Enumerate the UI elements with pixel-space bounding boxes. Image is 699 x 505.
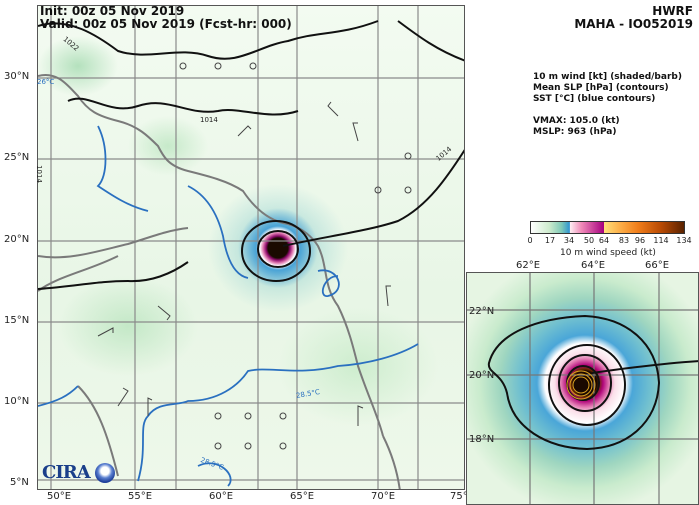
sst-contour-label: 26°C — [37, 78, 55, 86]
colorbar-tick: 83 — [618, 236, 630, 245]
lat-label: 20°N — [4, 234, 30, 245]
noaa-logo-icon — [95, 463, 115, 483]
wind-barbs — [97, 62, 412, 450]
colorbar-tick: 96 — [634, 236, 646, 245]
lon-label: 70°E — [371, 491, 396, 502]
colorbar-tick: 50 — [583, 236, 595, 245]
inset-lon-label: 66°E — [645, 260, 670, 271]
colorbar-tick: 0 — [527, 236, 533, 245]
inset-overlay — [467, 273, 698, 504]
inset-lat-label: 20°N — [469, 370, 495, 381]
inset-lon-label: 64°E — [581, 260, 606, 271]
storm-id: MAHA - IO052019 — [574, 17, 693, 31]
inset-lon-label: 62°E — [516, 260, 541, 271]
lat-label: 25°N — [4, 152, 30, 163]
legend-slp: Mean SLP [hPa] (contours) — [533, 83, 669, 93]
inset-lat-label: 22°N — [469, 306, 495, 317]
legend-wind: 10 m wind [kt] (shaded/barb) — [533, 72, 682, 82]
sst-contours — [38, 125, 419, 487]
lat-label: 10°N — [4, 396, 30, 407]
mslp-value: MSLP: 963 (hPa) — [533, 127, 617, 137]
main-map — [37, 5, 465, 490]
lat-label: 30°N — [4, 71, 30, 82]
slp-contour-label: 1014 — [200, 116, 218, 124]
cira-logo: CIRA — [42, 462, 91, 483]
valid-time: Valid: 00z 05 Nov 2019 (Fcst-hr: 000) — [40, 17, 292, 31]
lon-label: 65°E — [290, 491, 315, 502]
inset-map — [466, 272, 699, 505]
legend: 10 m wind [kt] (shaded/barb) Mean SLP [h… — [533, 72, 682, 138]
main-map-overlay — [38, 6, 464, 489]
lat-label: 5°N — [10, 477, 29, 488]
colorbar-tick: 114 — [653, 236, 669, 245]
lon-label: 50°E — [47, 491, 72, 502]
colorbar-tick: 17 — [544, 236, 556, 245]
model-name: HWRF — [652, 4, 693, 18]
colorbar-label: 10 m wind speed (kt) — [560, 248, 656, 258]
colorbar-tick: 134 — [676, 236, 692, 245]
vmax-value: VMAX: 105.0 (kt) — [533, 116, 620, 126]
colorbar-tick: 64 — [598, 236, 610, 245]
lon-label: 60°E — [209, 491, 234, 502]
coastline — [38, 74, 401, 489]
graticule — [38, 6, 464, 489]
init-time: Init: 00z 05 Nov 2019 — [40, 4, 185, 18]
lon-label: 55°E — [128, 491, 153, 502]
inset-lat-label: 18°N — [469, 434, 495, 445]
legend-sst: SST [°C] (blue contours) — [533, 94, 656, 104]
colorbar-tick: 34 — [563, 236, 575, 245]
lat-label: 15°N — [4, 315, 30, 326]
slp-contours — [38, 20, 464, 290]
slp-contour-label: 1014 — [34, 165, 43, 183]
lon-label: 75°E — [450, 491, 475, 502]
wind-colorbar — [530, 221, 685, 234]
